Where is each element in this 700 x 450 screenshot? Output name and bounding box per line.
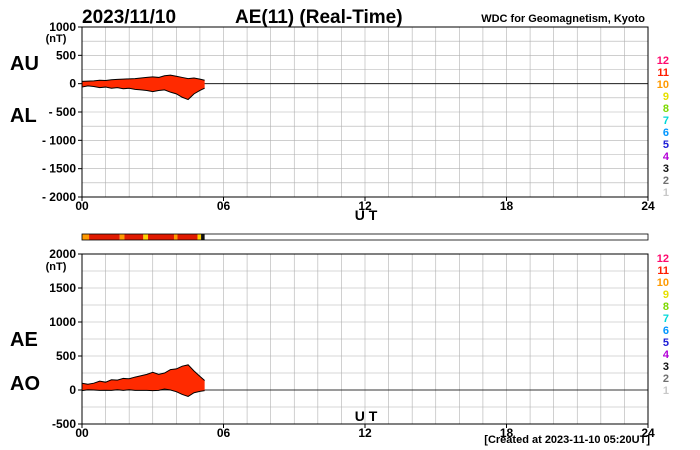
ae-ao-y-ticks: 2000 1500 1000 500 0 -500 [49, 247, 82, 431]
x-tick-label: 12 [358, 199, 372, 213]
data-source-label: WDC for Geomagnetism, Kyoto [481, 13, 645, 25]
station-count-label: 10 [657, 277, 669, 289]
ae-ao-x-axis-label: U T [355, 408, 378, 424]
envelope-fill [82, 75, 205, 100]
y-tick-label: 2000 [49, 247, 76, 261]
station-count-label: 3 [663, 163, 669, 175]
au-al-x-ticks: 00 06 12 18 24 [75, 197, 655, 213]
station-count-label: 4 [663, 349, 670, 361]
ao-series-line [81, 388, 205, 398]
station-count-label: 5 [663, 139, 669, 151]
y-tick-label: - 1500 [42, 162, 76, 176]
station-count-bar [81, 233, 649, 241]
ae-series-label: AE [10, 329, 38, 351]
station-count-label: 6 [663, 127, 669, 139]
station-count-label: 12 [657, 55, 669, 67]
y-tick-label: 500 [56, 48, 76, 62]
x-tick-label: 18 [500, 426, 514, 440]
x-tick-label: 06 [217, 426, 231, 440]
au-al-grid [82, 27, 648, 197]
station-count-segment [201, 234, 205, 240]
station-count-label: 10 [657, 79, 669, 91]
au-al-panel: 1000 500 0 - 500 - 1000 - 1500 - 2000 00 06 12 18… [10, 20, 655, 223]
y-tick-label: -500 [52, 417, 76, 431]
ao-series-label: AO [10, 373, 40, 395]
x-tick-label: 24 [641, 426, 655, 440]
plot-date: 2023/11/10 [82, 7, 176, 28]
x-tick-label: 18 [500, 199, 514, 213]
al-series-label: AL [10, 105, 37, 127]
station-count-label: 4 [663, 151, 670, 163]
x-tick-label: 12 [358, 426, 372, 440]
station-count-segment [124, 234, 144, 240]
ae-series-line [81, 364, 205, 385]
station-count-label: 12 [657, 253, 669, 265]
ae-ao-grid [82, 254, 648, 424]
station-count-segment [177, 234, 198, 240]
station-count-label: 11 [657, 67, 669, 79]
y-tick-label: 1000 [49, 20, 76, 34]
au-al-y-ticks: 1000 500 0 - 500 - 1000 - 1500 - 2000 [42, 20, 82, 204]
au-al-x-axis-label: U T [355, 207, 378, 223]
au-al-series-group [81, 74, 205, 101]
au-al-unit-label: (nT) [46, 33, 67, 45]
station-count-segment [89, 234, 120, 240]
al-series-line [81, 85, 205, 101]
station-count-segment [148, 234, 174, 240]
y-tick-label: - 2000 [42, 190, 76, 204]
station-count-label: 11 [657, 265, 669, 277]
station-count-bar-segments [82, 234, 205, 240]
station-count-label: 8 [663, 301, 669, 313]
station-count-label: 3 [663, 361, 669, 373]
station-count-segment [119, 234, 125, 240]
station-count-label: 2 [663, 373, 669, 385]
station-count-segment [173, 234, 178, 240]
station-count-segment [82, 234, 90, 240]
y-tick-label: 500 [56, 349, 76, 363]
station-count-label: 6 [663, 325, 669, 337]
station-count-label: 8 [663, 103, 669, 115]
envelope-fill [82, 364, 205, 397]
created-timestamp: [Created at 2023-11-10 05:20UT] [484, 434, 650, 446]
station-count-segment [197, 234, 202, 240]
station-count-label: 9 [663, 289, 669, 301]
station-count-label: 1 [663, 385, 669, 397]
station-count-bar-frame [81, 233, 649, 241]
y-tick-label: 0 [69, 77, 76, 91]
x-tick-label: 00 [75, 199, 89, 213]
ae-ao-x-ticks: 00 06 12 18 24 [75, 424, 655, 440]
y-tick-label: 0 [69, 383, 76, 397]
station-count-label: 9 [663, 91, 669, 103]
y-tick-label: - 500 [49, 105, 77, 119]
x-tick-label: 06 [217, 199, 231, 213]
plot-title: AE(11) (Real-Time) [235, 7, 403, 28]
station-count-segment [143, 234, 149, 240]
ae-ao-unit-label: (nT) [46, 261, 67, 273]
ae-ao-series-group [81, 364, 205, 398]
y-tick-label: 1500 [49, 281, 76, 295]
station-count-label: 7 [663, 115, 669, 127]
au-series-line [81, 74, 205, 82]
x-tick-label: 24 [641, 199, 655, 213]
y-tick-label: - 1000 [42, 133, 76, 147]
au-series-label: AU [10, 53, 39, 75]
station-count-label: 5 [663, 337, 669, 349]
station-count-label: 7 [663, 313, 669, 325]
station-count-label: 1 [663, 187, 669, 199]
y-tick-label: 1000 [49, 315, 76, 329]
station-count-label: 2 [663, 175, 669, 187]
x-tick-label: 00 [75, 426, 89, 440]
